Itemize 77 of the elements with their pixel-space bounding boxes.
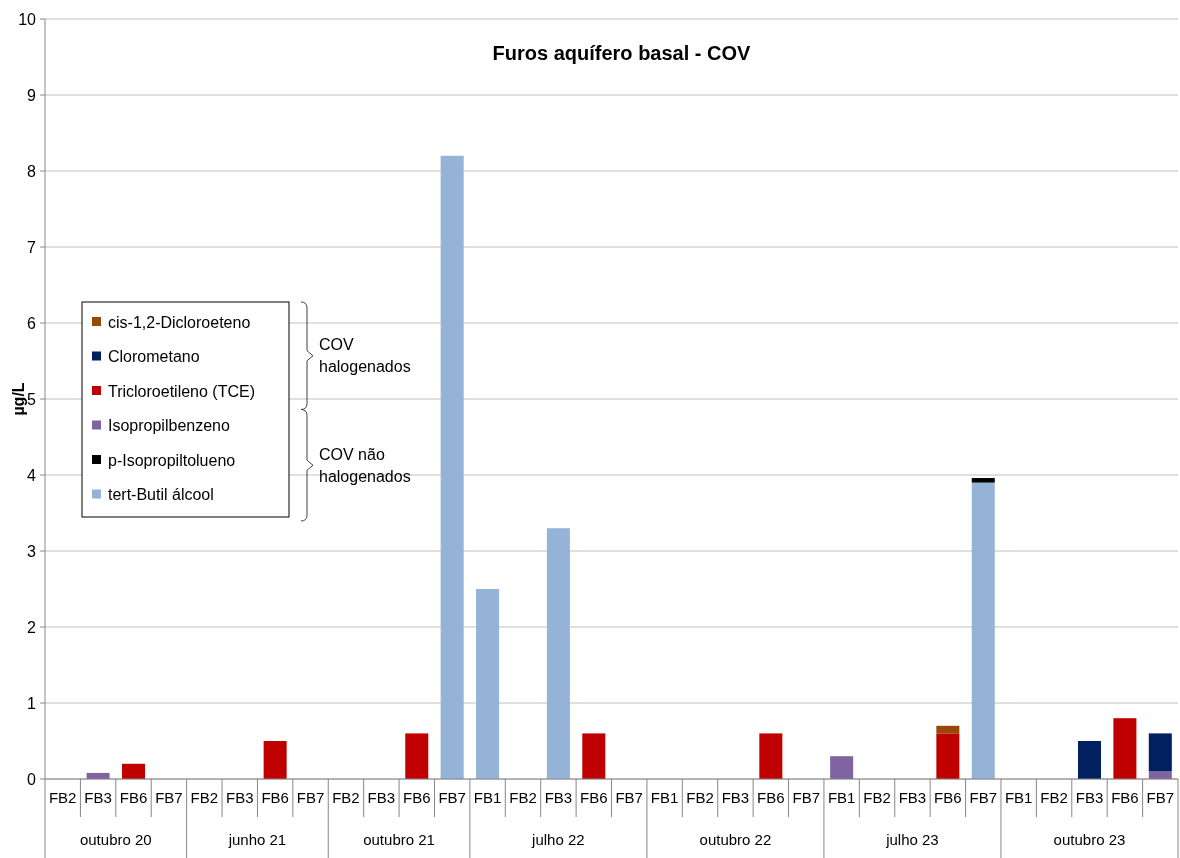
- x-tick-label: FB7: [792, 789, 820, 806]
- x-tick-label: FB2: [686, 789, 714, 806]
- bar: [1148, 771, 1172, 779]
- x-tick-label: FB6: [403, 789, 431, 806]
- bar: [1113, 718, 1137, 779]
- x-tick-label: FB2: [863, 789, 891, 806]
- x-tick-label: FB3: [544, 789, 573, 806]
- x-tick-label: FB6: [934, 789, 962, 806]
- bar: [1148, 733, 1172, 772]
- text: julho 22: [531, 831, 585, 848]
- x-tick-label: FB2: [1040, 789, 1068, 806]
- legend-label: p-Isopropiltolueno: [108, 451, 236, 469]
- text: outubro 23: [1053, 831, 1126, 848]
- bar: [936, 725, 960, 734]
- x-tick-label: FB3: [225, 789, 254, 806]
- legend-label: tert-Butil álcool: [108, 486, 214, 504]
- y-tick-label: 6: [27, 314, 37, 332]
- legend-label: Clorometano: [108, 348, 200, 366]
- text: junho 21: [227, 831, 287, 848]
- bar: [971, 482, 995, 779]
- x-tick-label: FB6: [757, 789, 785, 806]
- y-tick-label: 1: [27, 694, 37, 712]
- x-tick-label: FB7: [1146, 789, 1175, 806]
- y-tick-label: 5: [27, 390, 37, 408]
- x-tick-label: FB6: [1111, 789, 1139, 806]
- x-tick-label: FB3: [84, 789, 112, 806]
- x-tick-label: FB2: [48, 789, 77, 806]
- x-tick-label: FB7: [969, 789, 998, 806]
- x-tick-label: FB7: [615, 789, 643, 806]
- text: Furos aquífero basal - COV: [492, 42, 752, 64]
- y-axis-title: µg/L: [10, 382, 27, 416]
- bar: [440, 155, 464, 779]
- x-tick-label: FB1: [1004, 789, 1033, 806]
- bar: [936, 733, 960, 779]
- x-tick-label: FB6: [261, 789, 289, 806]
- bar: [759, 733, 783, 779]
- y-tick-label: 4: [27, 466, 37, 484]
- x-tick-label: FB3: [898, 789, 927, 806]
- text: outubro 20: [79, 831, 152, 848]
- x-tick-label: FB2: [190, 789, 219, 806]
- y-tick-label: 7: [27, 238, 37, 256]
- y-tick-label: 8: [27, 162, 37, 180]
- legend-label: cis-1,2-Dicloroeteno: [108, 313, 251, 331]
- y-tick-label: 9: [27, 86, 37, 104]
- text: outubro 21: [363, 831, 435, 848]
- y-tick-label: 10: [18, 10, 37, 28]
- bar: [546, 528, 570, 779]
- bar: [830, 756, 854, 779]
- x-tick-label: FB3: [721, 789, 750, 806]
- bar: [1077, 741, 1101, 779]
- text: julho 23: [885, 831, 939, 848]
- y-tick-label: 2: [27, 618, 37, 636]
- x-tick-label: FB1: [473, 789, 502, 806]
- bar: [476, 589, 500, 779]
- annotation: COV halogenados: [319, 336, 411, 376]
- x-tick-label: FB2: [509, 789, 537, 806]
- annotation: COV não halogenados: [319, 445, 411, 485]
- x-tick-label: FB7: [155, 789, 183, 806]
- x-tick-label: FB1: [650, 789, 679, 806]
- x-tick-label: FB1: [827, 789, 856, 806]
- bar: [971, 478, 995, 483]
- y-tick-label: 3: [27, 542, 37, 560]
- bar: [582, 733, 606, 779]
- x-tick-label: FB3: [1075, 789, 1104, 806]
- x-tick-label: FB7: [296, 789, 325, 806]
- text: outubro 22: [699, 831, 772, 848]
- x-tick-label: FB6: [580, 789, 608, 806]
- bar: [405, 733, 429, 779]
- bar: [122, 763, 146, 779]
- x-tick-label: FB7: [438, 789, 466, 806]
- legend-label: Isopropilbenzeno: [108, 417, 230, 435]
- y-tick-label: 0: [27, 770, 37, 788]
- x-tick-label: FB2: [332, 789, 360, 806]
- x-tick-label: FB3: [367, 789, 396, 806]
- x-tick-label: FB6: [119, 789, 148, 806]
- legend-label: Tricloroetileno (TCE): [108, 382, 255, 400]
- bar: [263, 741, 287, 779]
